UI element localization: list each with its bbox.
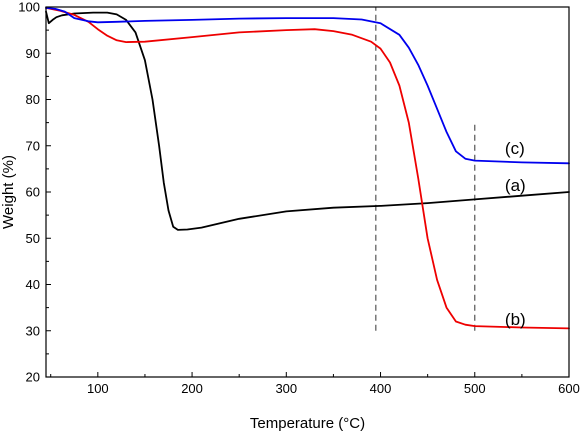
reference-lines [375, 7, 476, 331]
ticks-layer: 100 200 300 400 500 600 20 30 40 50 60 70 80 90 100 [18, 0, 580, 396]
y-tick-label: 60 [26, 185, 40, 200]
series-line-b [45, 7, 570, 330]
annotation-layer: (c) (a) (b) [505, 139, 526, 329]
plot-frame [45, 6, 570, 378]
y-tick-label: 80 [26, 92, 40, 107]
y-tick-label: 70 [26, 138, 40, 153]
y-tick-label: 30 [26, 323, 40, 338]
x-tick-label: 100 [87, 381, 109, 396]
curve-label: (a) [505, 176, 526, 195]
x-tick-label: 500 [464, 381, 486, 396]
x-tick-label: 200 [181, 381, 203, 396]
series-line-c [45, 7, 570, 165]
y-tick-label: 40 [26, 277, 40, 292]
series-line-a [45, 10, 570, 231]
x-tick-label: 600 [558, 381, 580, 396]
y-tick-label: 50 [26, 231, 40, 246]
y-tick-label: 20 [26, 370, 40, 385]
y-tick-label: 90 [26, 46, 40, 61]
x-tick-label: 300 [275, 381, 297, 396]
x-axis-title: Temperature (°C) [250, 415, 365, 432]
curve-label: (c) [505, 139, 525, 158]
y-axis-title: Weight (%) [0, 155, 17, 229]
curve-label: (b) [505, 310, 526, 329]
y-tick-label: 100 [18, 0, 40, 15]
x-tick-label: 400 [370, 381, 392, 396]
series-layer [45, 7, 570, 330]
